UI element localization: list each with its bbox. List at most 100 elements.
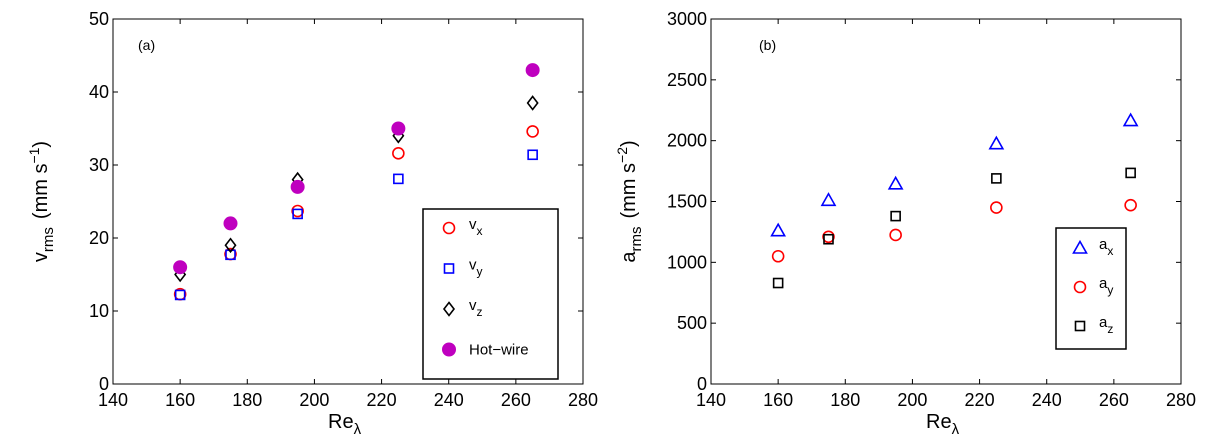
y-axis-label-main: v [30,252,52,262]
panel-label: (b) [759,37,776,53]
data-point [393,173,404,185]
data-point [174,289,186,301]
x-axis-label: Reλ [328,411,362,438]
legend: vx vy vz Hot−wire [422,208,559,380]
x-axis-label-main: Re [328,411,354,433]
series-ax [770,112,1139,237]
data-point [392,147,405,160]
legend-label: vx [469,216,483,238]
legend-entry: vx [442,216,483,238]
y-tick-label: 50 [89,9,109,29]
x-tick-label: 260 [501,390,531,410]
y-axis-label-unit: (mm s [618,163,640,219]
y-tick-label: 40 [89,82,109,102]
y-tick-label: 30 [89,155,109,175]
data-point [391,121,406,136]
legend-label: ay [1099,275,1113,297]
legend-marker [442,221,456,235]
data-point [991,173,1002,184]
legend-marker [1073,280,1087,294]
legend-label-sub: z [477,305,483,319]
x-tick-label: 240 [1032,390,1062,410]
y-tick-label: 1000 [667,252,707,272]
data-point [823,233,834,245]
y-axis-label-sub: rms [40,227,57,252]
x-tick-label: 160 [165,390,195,410]
series-ay [771,198,1137,263]
y-tick-label: 2500 [667,70,707,90]
data-point [889,228,902,242]
data-point [772,277,784,289]
data-point [820,192,837,207]
y-tick-label: 500 [677,313,707,333]
y-axis-label-unit: (mm s [30,164,52,220]
y-tick-label: 10 [89,301,109,321]
data-point [290,179,305,194]
series-hot-wire [173,63,540,275]
legend-label-main: a [1099,314,1108,331]
legend-label-main: a [1099,275,1108,292]
legend-label-sub: x [1107,244,1113,258]
x-tick-label: 180 [232,390,262,410]
x-axis-label: Reλ [926,411,960,438]
data-point [173,260,188,275]
x-tick-label: 280 [1166,390,1196,410]
legend-marker [443,263,455,274]
y-tick-label: 0 [99,374,109,394]
y-axis-label-sub: rms [628,227,645,252]
data-point [526,95,539,111]
y-tick-label: 1500 [667,192,707,212]
legend-marker [442,342,456,357]
data-point [1124,198,1137,212]
x-tick-label: 200 [897,390,927,410]
y-axis-label-sup: −2 [614,147,630,163]
legend-label-main: a [1099,236,1108,253]
legend-label: Hot−wire [469,342,529,359]
x-tick-label: 220 [367,390,397,410]
legend-label: az [1099,314,1113,336]
data-point [770,222,787,237]
legend-label: vz [469,297,483,319]
y-axis-label-sup: −1 [26,147,42,163]
legend-entry: vy [443,257,483,279]
legend-label-main: Hot−wire [469,342,529,359]
data-point [771,249,785,263]
series-az [772,167,1136,289]
data-point [292,208,303,220]
legend-entry: az [1074,314,1113,336]
x-tick-label: 160 [763,390,793,410]
data-point [225,249,236,261]
legend-label-sub: y [1107,283,1113,297]
data-point [1125,167,1136,179]
data-point [990,201,1003,214]
legend-label: vy [469,257,483,279]
y-axis-label: vrms (mm s−1) [26,141,57,262]
y-axis-label-close: ) [30,141,52,148]
x-tick-label: 180 [830,390,860,410]
legend-marker [1072,239,1088,254]
data-point [887,175,904,190]
y-tick-label: 3000 [667,9,707,29]
legend-label-sub: z [1107,322,1113,336]
data-point [890,210,901,222]
x-tick-label: 280 [568,390,598,410]
y-axis-label-main: a [618,251,640,263]
data-point [822,230,835,244]
x-tick-label: 140 [98,390,128,410]
x-axis-label-main: Re [926,411,952,433]
data-point [291,204,304,218]
x-axis-label-sub: λ [354,421,362,438]
data-point [525,63,540,78]
data-point [988,135,1005,150]
y-tick-label: 20 [89,228,109,248]
x-tick-label: 220 [965,390,995,410]
y-axis-label: arms (mm s−2) [614,140,645,262]
data-point [526,125,539,138]
legend-label-sub: y [477,265,483,279]
chart-panel-a: 140 160 180 200 220 240 260 280 0 10 20 30 40 50 (a) Re… [26,9,598,438]
x-tick-label: 260 [1099,390,1129,410]
y-tick-label: 2000 [667,131,707,151]
legend-entry: vz [442,297,483,319]
